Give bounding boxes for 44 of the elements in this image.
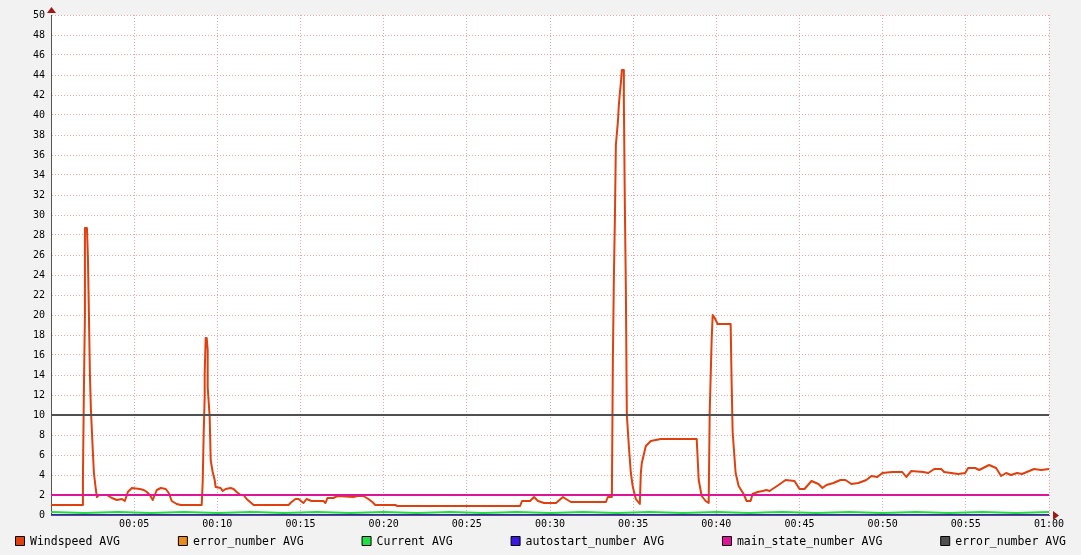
x-tick-label: 00:15 bbox=[285, 517, 316, 529]
x-tick-label: 00:50 bbox=[867, 517, 898, 529]
x-tick-label: 00:35 bbox=[618, 517, 649, 529]
y-tick-label: 50 bbox=[32, 8, 45, 20]
x-tick-label: 00:10 bbox=[202, 517, 233, 529]
x-tick-label: 01:00 bbox=[1033, 517, 1065, 529]
legend-label: error_number AVG bbox=[955, 533, 1067, 548]
x-tick-label: 00:45 bbox=[784, 517, 815, 529]
y-tick-label: 36 bbox=[32, 148, 45, 160]
legend-label: main_state_number AVG bbox=[736, 533, 883, 548]
y-tick-label: 44 bbox=[32, 68, 45, 80]
y-tick-label: 12 bbox=[32, 388, 45, 400]
x-tick-label: 00:40 bbox=[701, 517, 732, 529]
x-tick-label: 00:30 bbox=[534, 517, 566, 529]
y-tick-label: 20 bbox=[32, 308, 45, 320]
y-tick-label: 24 bbox=[32, 268, 45, 280]
y-tick-label: 16 bbox=[32, 348, 45, 360]
legend-label: Current AVG bbox=[376, 533, 453, 548]
x-tick-label: 00:25 bbox=[451, 517, 482, 529]
y-tick-label: 42 bbox=[32, 88, 45, 100]
legend-label: autostart_number AVG bbox=[525, 533, 665, 548]
y-tick-label: 48 bbox=[32, 28, 45, 40]
y-tick-label: 32 bbox=[32, 188, 45, 200]
x-tick-label: 00:05 bbox=[119, 517, 150, 529]
y-tick-label: 28 bbox=[32, 228, 45, 240]
y-tick-label: 22 bbox=[32, 288, 45, 300]
y-tick-label: 10 bbox=[32, 408, 45, 420]
y-tick-label: 46 bbox=[32, 48, 45, 60]
y-tick-label: 2 bbox=[38, 488, 45, 500]
y-tick-label: 26 bbox=[32, 248, 45, 260]
y-tick-label: 30 bbox=[32, 208, 45, 220]
x-tick-label: 00:20 bbox=[368, 517, 399, 529]
x-tick-label: 00:55 bbox=[950, 517, 981, 529]
y-tick-label: 38 bbox=[32, 128, 45, 140]
y-tick-label: 8 bbox=[38, 428, 45, 440]
y-tick-label: 0 bbox=[38, 508, 45, 520]
y-tick-label: 34 bbox=[32, 168, 45, 180]
y-tick-label: 14 bbox=[32, 368, 45, 380]
y-tick-label: 18 bbox=[32, 328, 45, 340]
legend-label: Windspeed AVG bbox=[30, 533, 121, 548]
legend-label: error_number AVG bbox=[192, 533, 304, 548]
y-tick-label: 40 bbox=[32, 108, 45, 120]
y-tick-label: 4 bbox=[38, 468, 45, 480]
y-tick-label: 6 bbox=[38, 448, 45, 460]
